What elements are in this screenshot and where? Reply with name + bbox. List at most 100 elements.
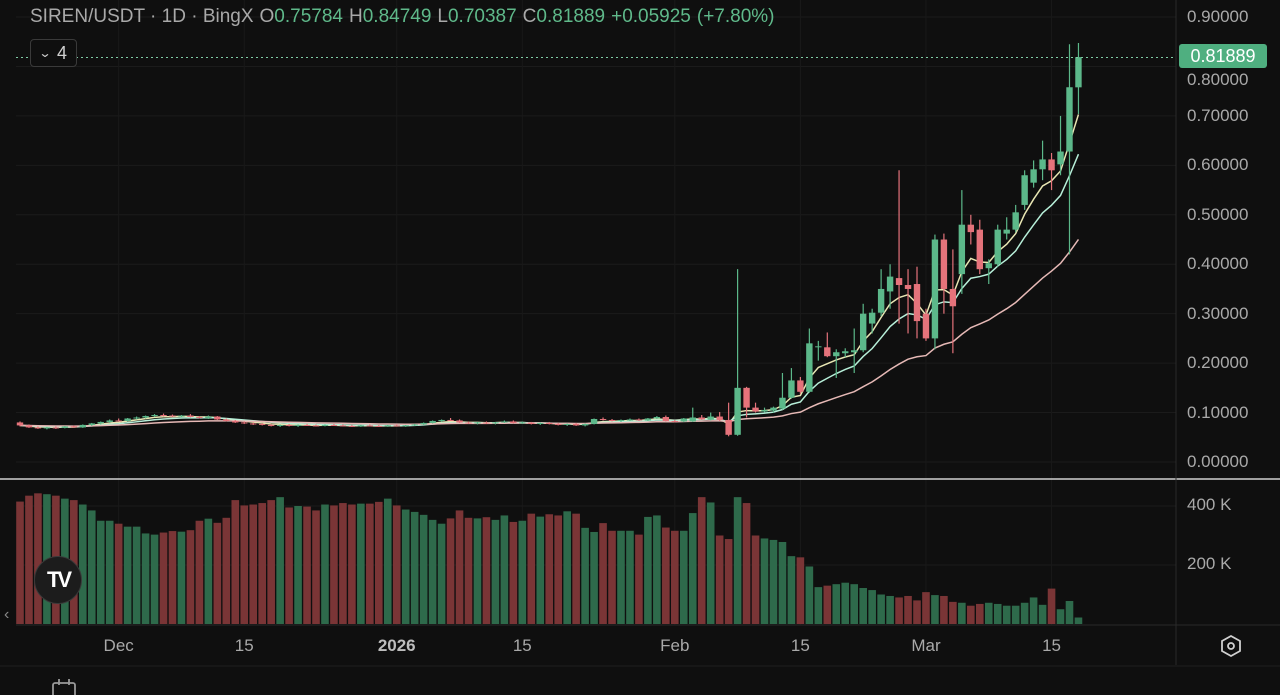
price-axis-label: 0.40000 [1187,254,1249,274]
candle [205,415,212,419]
price-axis-label: 0.30000 [1187,303,1249,323]
hexagon-settings-icon[interactable] [1219,634,1243,658]
candle-body [429,420,436,423]
candle-body [1057,151,1064,165]
candle-body [967,224,975,233]
candle-body [232,420,239,423]
candle-body [922,313,930,339]
ma-fast-line [19,114,1080,429]
candle-body [886,276,894,292]
price-axis-label: 0.60000 [1187,155,1249,175]
candle-body [707,416,714,420]
volume-bar [16,501,24,624]
volume-bar [150,534,159,624]
scroll-left-button[interactable]: ‹ [4,606,10,623]
candle [133,416,140,420]
candle [958,190,966,294]
volume-bar [868,590,876,624]
candle-body [994,229,1001,265]
candle-body [384,425,391,427]
candle-body [205,416,212,418]
volume-bar [78,504,87,624]
candle [895,170,903,324]
volume-bar [446,518,455,624]
candle-body [976,229,983,270]
volume-bar [375,501,383,624]
calendar-icon[interactable] [52,679,76,695]
candle-body [716,416,723,420]
volume-bar [96,520,105,624]
candle [581,423,589,427]
candle-body [617,419,625,421]
candle-body [52,427,60,429]
candle [16,421,24,427]
candle [267,423,275,427]
volume-bar [383,498,392,624]
symbol-title[interactable]: SIREN/USDT · 1D · BingX [30,6,254,28]
candle-body [895,278,903,286]
volume-bar [294,506,302,624]
candle [151,414,158,418]
candle [886,264,894,309]
volume-bar [563,511,571,624]
candle-body [294,424,302,426]
ohlc-high: H 0.84749 [349,6,431,28]
candle-body [949,288,957,307]
candle [258,422,266,426]
candle [52,426,60,429]
volume-bar [769,539,778,624]
candle [546,421,553,425]
candle-body [285,424,293,426]
candle [366,424,374,427]
candle [384,424,391,427]
close-value: 0.81889 [536,6,606,27]
price-axis-label: 0.70000 [1187,105,1249,125]
volume-bar [975,603,984,624]
candle-body [61,426,69,428]
candle-body [689,417,696,422]
volume-bar [168,531,177,624]
candle [303,423,311,426]
candle [922,308,930,341]
volume-bar [330,505,338,624]
candle-body [590,418,598,424]
candle-body [16,422,24,426]
separator: · [150,6,157,27]
candle-body [492,422,499,424]
volume-bar [410,511,419,624]
candle [815,340,822,361]
candle-body [348,425,356,427]
volume-bar [724,539,733,624]
volume-bar [276,497,284,624]
volume-bar [913,600,921,624]
volume-bar [958,602,966,624]
candle [555,422,562,426]
candle-body [34,427,42,429]
volume-bar [653,515,661,624]
volume-bar [590,531,598,624]
volume-bar [1074,617,1083,624]
candle [725,402,732,437]
price-axis-label: 0.50000 [1187,204,1249,224]
volume-bar [419,514,428,624]
candle [483,421,490,424]
time-axis-label: Feb [660,636,690,655]
indicators-toggle-button[interactable]: ⌄ 4 [30,39,77,67]
volume-bar [679,530,688,624]
candle-body [734,387,741,435]
candle-body [842,351,849,354]
volume-bar [1056,609,1065,624]
volume-bar [626,530,634,624]
candle-body [519,422,526,424]
volume-bar [984,602,993,624]
candle [931,234,939,350]
volume-bar [931,595,939,624]
candle [833,349,840,378]
tradingview-logo[interactable]: TV [34,556,82,604]
candle-body [1030,169,1037,183]
volume-bar [796,557,805,624]
volume-bar [482,517,491,624]
candle [1003,217,1010,240]
moving-average-lines [19,114,1080,429]
